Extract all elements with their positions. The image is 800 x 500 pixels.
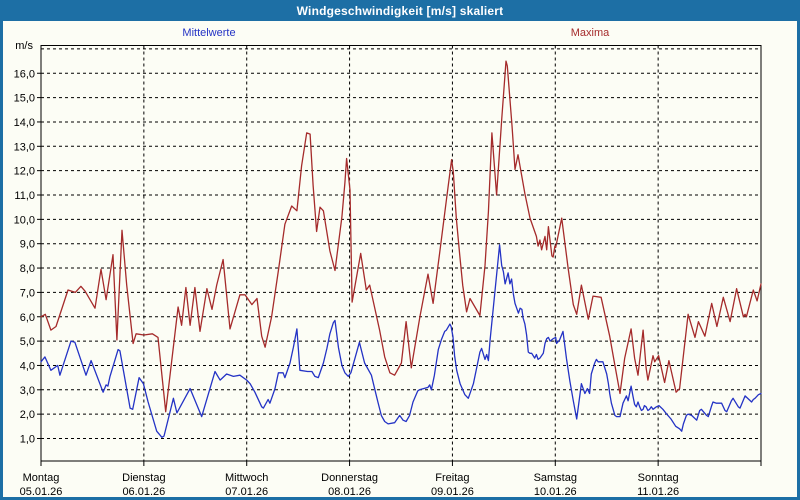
y-axis-unit-label: m/s: [15, 40, 33, 52]
legend-maxima: Maxima: [570, 27, 610, 39]
window-titlebar: Windgeschwindigkeit [m/s] skaliert: [0, 0, 800, 21]
legend-mittelwerte: Mittelwerte: [182, 27, 236, 39]
window-title: Windgeschwindigkeit [m/s] skaliert: [296, 3, 504, 18]
chart-panel: [3, 21, 797, 497]
